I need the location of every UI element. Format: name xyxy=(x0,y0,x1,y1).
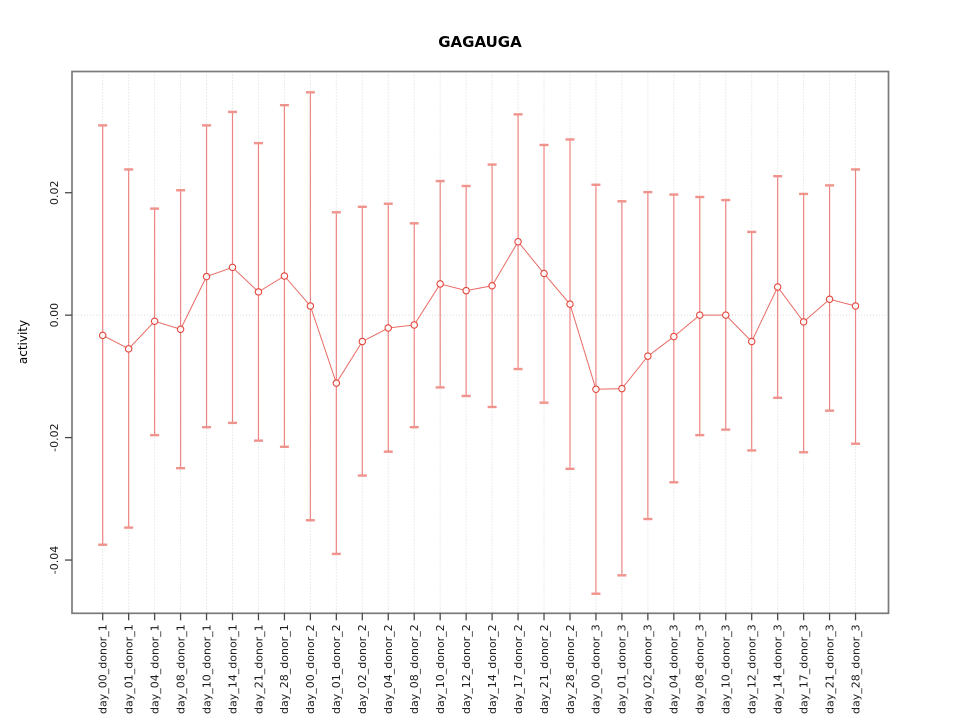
x-tick-label: day_01_donor_3 xyxy=(616,624,629,714)
data-point xyxy=(384,324,393,332)
chart-title: GAGAUGA xyxy=(438,33,522,51)
data-point xyxy=(825,295,834,303)
data-point xyxy=(280,272,289,280)
x-tick-label: day_14_donor_1 xyxy=(226,624,239,714)
x-tick-label: day_10_donor_3 xyxy=(720,624,733,714)
data-point xyxy=(773,283,782,291)
x-tick-label: day_21_donor_3 xyxy=(823,624,836,714)
data-point xyxy=(721,311,730,319)
x-tick-label: day_08_donor_1 xyxy=(174,624,187,714)
x-tick-label: day_10_donor_1 xyxy=(200,624,213,714)
data-point xyxy=(332,379,341,387)
data-point xyxy=(228,263,237,272)
x-tick-label: day_17_donor_3 xyxy=(797,624,810,714)
data-point xyxy=(592,385,600,393)
y-axis-label: activity xyxy=(16,320,30,364)
x-tick-label: day_02_donor_2 xyxy=(356,624,369,714)
x-tick-label: day_01_donor_1 xyxy=(122,624,135,714)
y-tick-label: 0.00 xyxy=(48,303,61,328)
data-point xyxy=(358,337,367,346)
data-point xyxy=(254,288,263,296)
y-tick-label: -0.04 xyxy=(48,546,61,574)
x-tick-label: day_14_donor_2 xyxy=(486,624,499,714)
data-point xyxy=(410,321,418,329)
x-tick-label: day_01_donor_2 xyxy=(330,624,343,714)
data-point xyxy=(747,337,756,346)
x-tick-label: day_21_donor_1 xyxy=(252,624,265,714)
x-tick-label: day_08_donor_3 xyxy=(694,624,707,714)
x-tick-label: day_00_donor_2 xyxy=(304,624,317,714)
x-tick-label: day_12_donor_3 xyxy=(746,624,759,714)
x-tick-label: day_04_donor_3 xyxy=(668,624,681,714)
x-tick-label: day_04_donor_2 xyxy=(382,624,395,714)
data-point xyxy=(306,302,315,310)
x-tick-label: day_28_donor_1 xyxy=(278,624,291,714)
data-point xyxy=(644,352,652,360)
data-point xyxy=(670,332,678,341)
x-tick-label: day_10_donor_2 xyxy=(434,624,447,714)
data-point xyxy=(124,345,133,353)
data-point xyxy=(566,300,574,308)
x-tick-label: day_17_donor_2 xyxy=(512,624,525,714)
plot-area: 0.02 0.00 -0.02 -0.04 day_00_donor_1 day_01_d… xyxy=(48,70,890,714)
x-tick-label: day_00_donor_1 xyxy=(97,624,110,714)
data-point xyxy=(799,318,808,326)
x-tick-label: day_12_donor_2 xyxy=(460,624,473,714)
data-point xyxy=(696,311,704,319)
x-tick-label: day_02_donor_3 xyxy=(642,624,655,714)
data-point xyxy=(488,282,496,290)
data-point xyxy=(514,237,522,246)
x-tick-label: day_14_donor_3 xyxy=(771,624,784,714)
data-point xyxy=(540,269,548,278)
data-point xyxy=(436,280,444,288)
data-point xyxy=(150,317,159,326)
x-tick-label: day_28_donor_3 xyxy=(849,624,862,714)
data-point xyxy=(176,325,185,333)
x-tick-label: day_04_donor_1 xyxy=(148,624,161,714)
x-tick-label: day_08_donor_2 xyxy=(408,624,421,714)
data-point xyxy=(462,286,470,295)
x-tick-label: day_21_donor_2 xyxy=(538,624,551,714)
data-point xyxy=(98,331,107,340)
data-point xyxy=(851,302,860,310)
y-tick-label: -0.02 xyxy=(48,423,61,451)
series-line xyxy=(102,240,856,390)
plot-box xyxy=(71,70,890,615)
data-point xyxy=(202,272,211,281)
x-tick-label: day_28_donor_2 xyxy=(564,624,577,714)
y-tick-label: 0.02 xyxy=(48,180,61,205)
data-point xyxy=(618,384,626,393)
x-tick-label: day_00_donor_3 xyxy=(590,624,603,714)
